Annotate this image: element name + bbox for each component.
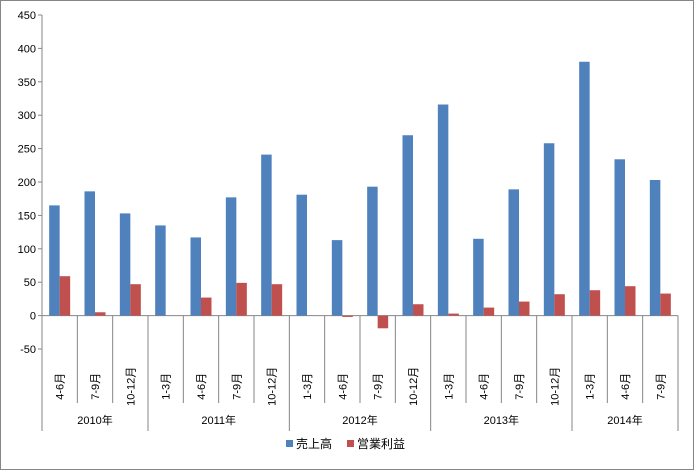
x-tick-label: 10-12月	[267, 367, 279, 406]
legend-swatch-sales	[286, 440, 293, 447]
legend-swatch-operating-profit	[347, 440, 354, 447]
x-tick-label: 7-9月	[373, 373, 385, 400]
y-tick-label: 100	[18, 244, 36, 256]
x-tick-label: 4-6月	[196, 373, 208, 400]
x-tick-label: 1-3月	[443, 373, 455, 400]
bar-sales	[331, 240, 343, 316]
x-tick-label: 4-6月	[620, 373, 632, 400]
x-tick-label: 4-6月	[55, 373, 67, 400]
bar-operating-profit	[413, 304, 424, 316]
bar-sales	[296, 194, 307, 316]
y-tick-label: 350	[18, 77, 36, 89]
y-tick-label: 250	[18, 144, 36, 156]
bar-sales	[614, 159, 625, 316]
bar-operating-profit	[519, 301, 530, 316]
bar-sales	[473, 238, 484, 316]
bar-operating-profit	[483, 307, 495, 316]
x-tick-label: 4-6月	[337, 373, 349, 400]
legend: 売上高 営業利益	[286, 436, 405, 451]
bar-sales	[402, 135, 413, 316]
x-tick-label: 7-9月	[514, 373, 526, 400]
bar-sales	[543, 143, 555, 316]
legend-label-operating-profit: 営業利益	[357, 437, 405, 451]
bar-operating-profit	[448, 313, 459, 316]
y-tick-label: 0	[30, 311, 36, 323]
year-label: 2014年	[607, 413, 642, 427]
y-tick-label: -50	[20, 344, 36, 356]
bar-operating-profit	[95, 312, 106, 316]
bar-sales	[367, 186, 378, 316]
bar-operating-profit	[201, 297, 212, 316]
year-label: 2010年	[77, 413, 112, 427]
legend-label-sales: 売上高	[296, 436, 332, 451]
bar-sales	[155, 225, 166, 316]
x-tick-label: 7-9月	[231, 373, 243, 400]
year-label: 2011年	[201, 413, 236, 427]
y-tick-label: 200	[18, 177, 36, 189]
x-tick-label: 10-12月	[549, 367, 561, 406]
bar-operating-profit	[377, 315, 389, 329]
x-tick-label: 1-3月	[585, 373, 597, 400]
bar-sales	[84, 191, 95, 316]
bar-operating-profit	[271, 284, 283, 316]
bar-operating-profit	[625, 286, 636, 316]
bar-sales	[508, 189, 519, 316]
x-tick-label: 10-12月	[408, 367, 420, 406]
x-tick-label: 4-6月	[479, 373, 491, 400]
bar-sales	[261, 154, 272, 316]
bars	[49, 61, 671, 329]
bar-sales	[225, 197, 237, 316]
x-tick-label: 1-3月	[302, 373, 314, 400]
bar-sales	[437, 104, 449, 316]
bar-sales	[579, 61, 590, 316]
x-tick-label: 7-9月	[655, 373, 667, 400]
y-tick-label: 50	[24, 277, 36, 289]
bar-operating-profit	[59, 276, 71, 316]
bar-operating-profit	[660, 293, 671, 316]
x-tick-label: 1-3月	[161, 373, 173, 400]
bar-sales	[190, 237, 201, 316]
bar-sales	[649, 179, 661, 316]
y-axis-ticks: -50 0 50 100 150 200 250 300 350 400 450	[18, 10, 36, 356]
year-label: 2012年	[342, 413, 377, 427]
y-tick-label: 400	[18, 43, 36, 55]
y-tick-label: 150	[18, 210, 36, 222]
x-tick-label: 7-9月	[90, 373, 102, 400]
bar-operating-profit	[236, 282, 247, 316]
y-tick-label: 450	[18, 10, 36, 22]
year-label: 2013年	[484, 413, 519, 427]
y-tick-label: 300	[18, 110, 36, 122]
bar-operating-profit	[130, 284, 141, 316]
x-tick-label: 10-12月	[125, 367, 137, 406]
bar-sales	[119, 213, 131, 316]
bar-sales	[49, 205, 60, 316]
bar-operating-profit	[554, 294, 565, 316]
x-axis-ticks: 4-6月 7-9月 10-12月 1-3月 4-6月 7-9月 10-12月 1-3月 4-6月…	[55, 367, 668, 427]
bar-operating-profit	[589, 290, 601, 316]
bar-operating-profit	[342, 315, 353, 317]
axes	[38, 14, 679, 431]
